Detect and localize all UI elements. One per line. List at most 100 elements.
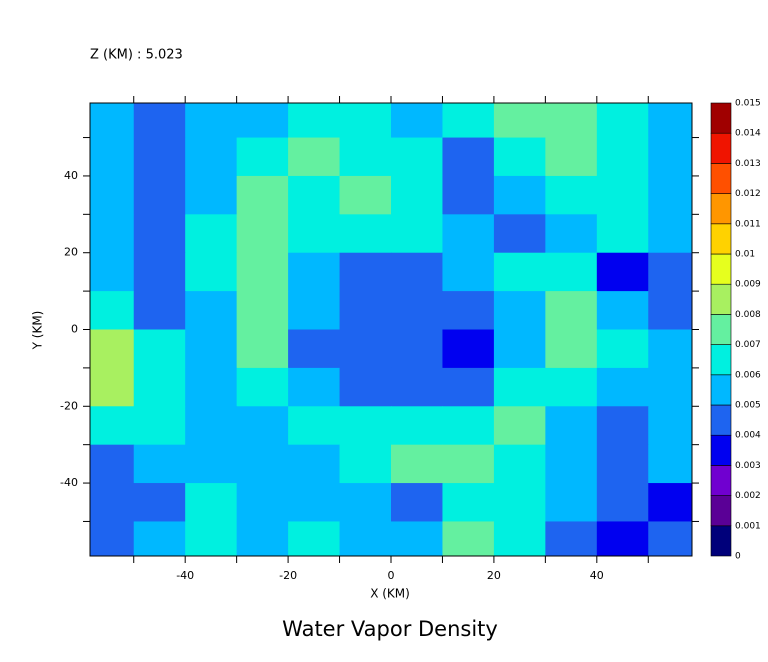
contour-cell [493,103,546,139]
contour-cell [133,521,186,557]
contour-cell [648,175,693,215]
contour-cell [288,406,341,446]
contour-cell [288,252,341,292]
chart-subtitle: Z (KM) : 5.023 [90,48,183,63]
contour-cell [442,137,495,177]
contour-cell [133,252,186,292]
contour-cell [442,444,495,484]
contour-cell [133,406,186,446]
colorbar-swatch [710,374,732,406]
contour-cell [442,406,495,446]
contour-cell [236,214,289,254]
colorbar-label: 0.011 [735,219,761,229]
contour-cell [493,175,546,215]
contour-cell [90,252,135,292]
contour-cell [288,367,341,407]
contour-cell [442,103,495,139]
contour-cell [185,137,238,177]
contour-cell [493,329,546,369]
contour-cell [391,137,443,177]
contour-cell [391,444,443,484]
contour-cell [596,103,649,139]
contour-cell [236,521,289,557]
contour-cell [339,367,392,407]
contour-cell [288,291,341,330]
contour-cell [442,214,495,254]
contour-cell [648,521,693,557]
contour-cell [236,175,289,215]
contour-cell [493,521,546,557]
contour-cell [648,252,693,292]
x-tick-label: -20 [279,569,297,582]
colorbar-label: 0.009 [735,280,761,290]
contour-cell [236,483,289,522]
contour-cell [596,329,649,369]
contour-cell [648,291,693,330]
contour-cell [90,367,135,407]
contour-cell [185,214,238,254]
contour-cell [596,214,649,254]
x-tick-label: -40 [176,569,194,582]
contour-cell [596,444,649,484]
contour-cell [493,291,546,330]
contour-cell [442,291,495,330]
contour-cell [442,175,495,215]
contour-cell [90,483,135,522]
contour-cell [133,291,186,330]
contour-cell [493,444,546,484]
contour-cell [493,137,546,177]
contour-cell [339,406,392,446]
contour-cell [288,521,341,557]
y-tick-label: 40 [64,169,78,182]
contour-cell [648,137,693,177]
colorbar-swatch [710,525,732,557]
contour-cell [391,214,443,254]
contour-cell [648,483,693,522]
contour-cell [339,291,392,330]
contour-cell [288,329,341,369]
contour-cell [90,175,135,215]
contour-cell [339,214,392,254]
contour-cell [391,521,443,557]
contour-cell [90,103,135,139]
colorbar-label: 0.005 [735,401,761,411]
contour-cell [90,214,135,254]
contour-cell [90,291,135,330]
contour-cell [90,406,135,446]
colorbar-swatch [710,193,732,225]
contour-cell [339,521,392,557]
colorbar-label: 0.012 [735,189,761,199]
contour-cell [648,214,693,254]
contour-cell [288,214,341,254]
contour-cell [236,406,289,446]
y-axis-label: Y (KM) [31,311,45,351]
contour-cell [133,444,186,484]
colorbar-swatch [710,344,732,376]
colorbar-swatch [710,223,732,255]
contour-cell [236,137,289,177]
contour-cell [391,291,443,330]
colorbar-swatch [710,495,732,527]
contour-cell [545,137,598,177]
colorbar-label: 0.002 [735,491,761,501]
contour-cell [596,175,649,215]
contour-cell [236,367,289,407]
y-tick-label: -20 [60,399,78,412]
contour-cell [339,103,392,139]
contour-cell [545,483,598,522]
colorbar-label: 0.001 [735,521,761,531]
colorbar-swatch [710,132,732,164]
contour-cell [391,175,443,215]
contour-field [90,103,693,557]
contour-cell [442,252,495,292]
contour-cell [596,521,649,557]
contour-cell [545,214,598,254]
contour-cell [185,175,238,215]
contour-cell [596,137,649,177]
contour-cell [185,444,238,484]
contour-cell [648,406,693,446]
contour-cell [288,175,341,215]
contour-cell [133,483,186,522]
contour-cell [236,252,289,292]
